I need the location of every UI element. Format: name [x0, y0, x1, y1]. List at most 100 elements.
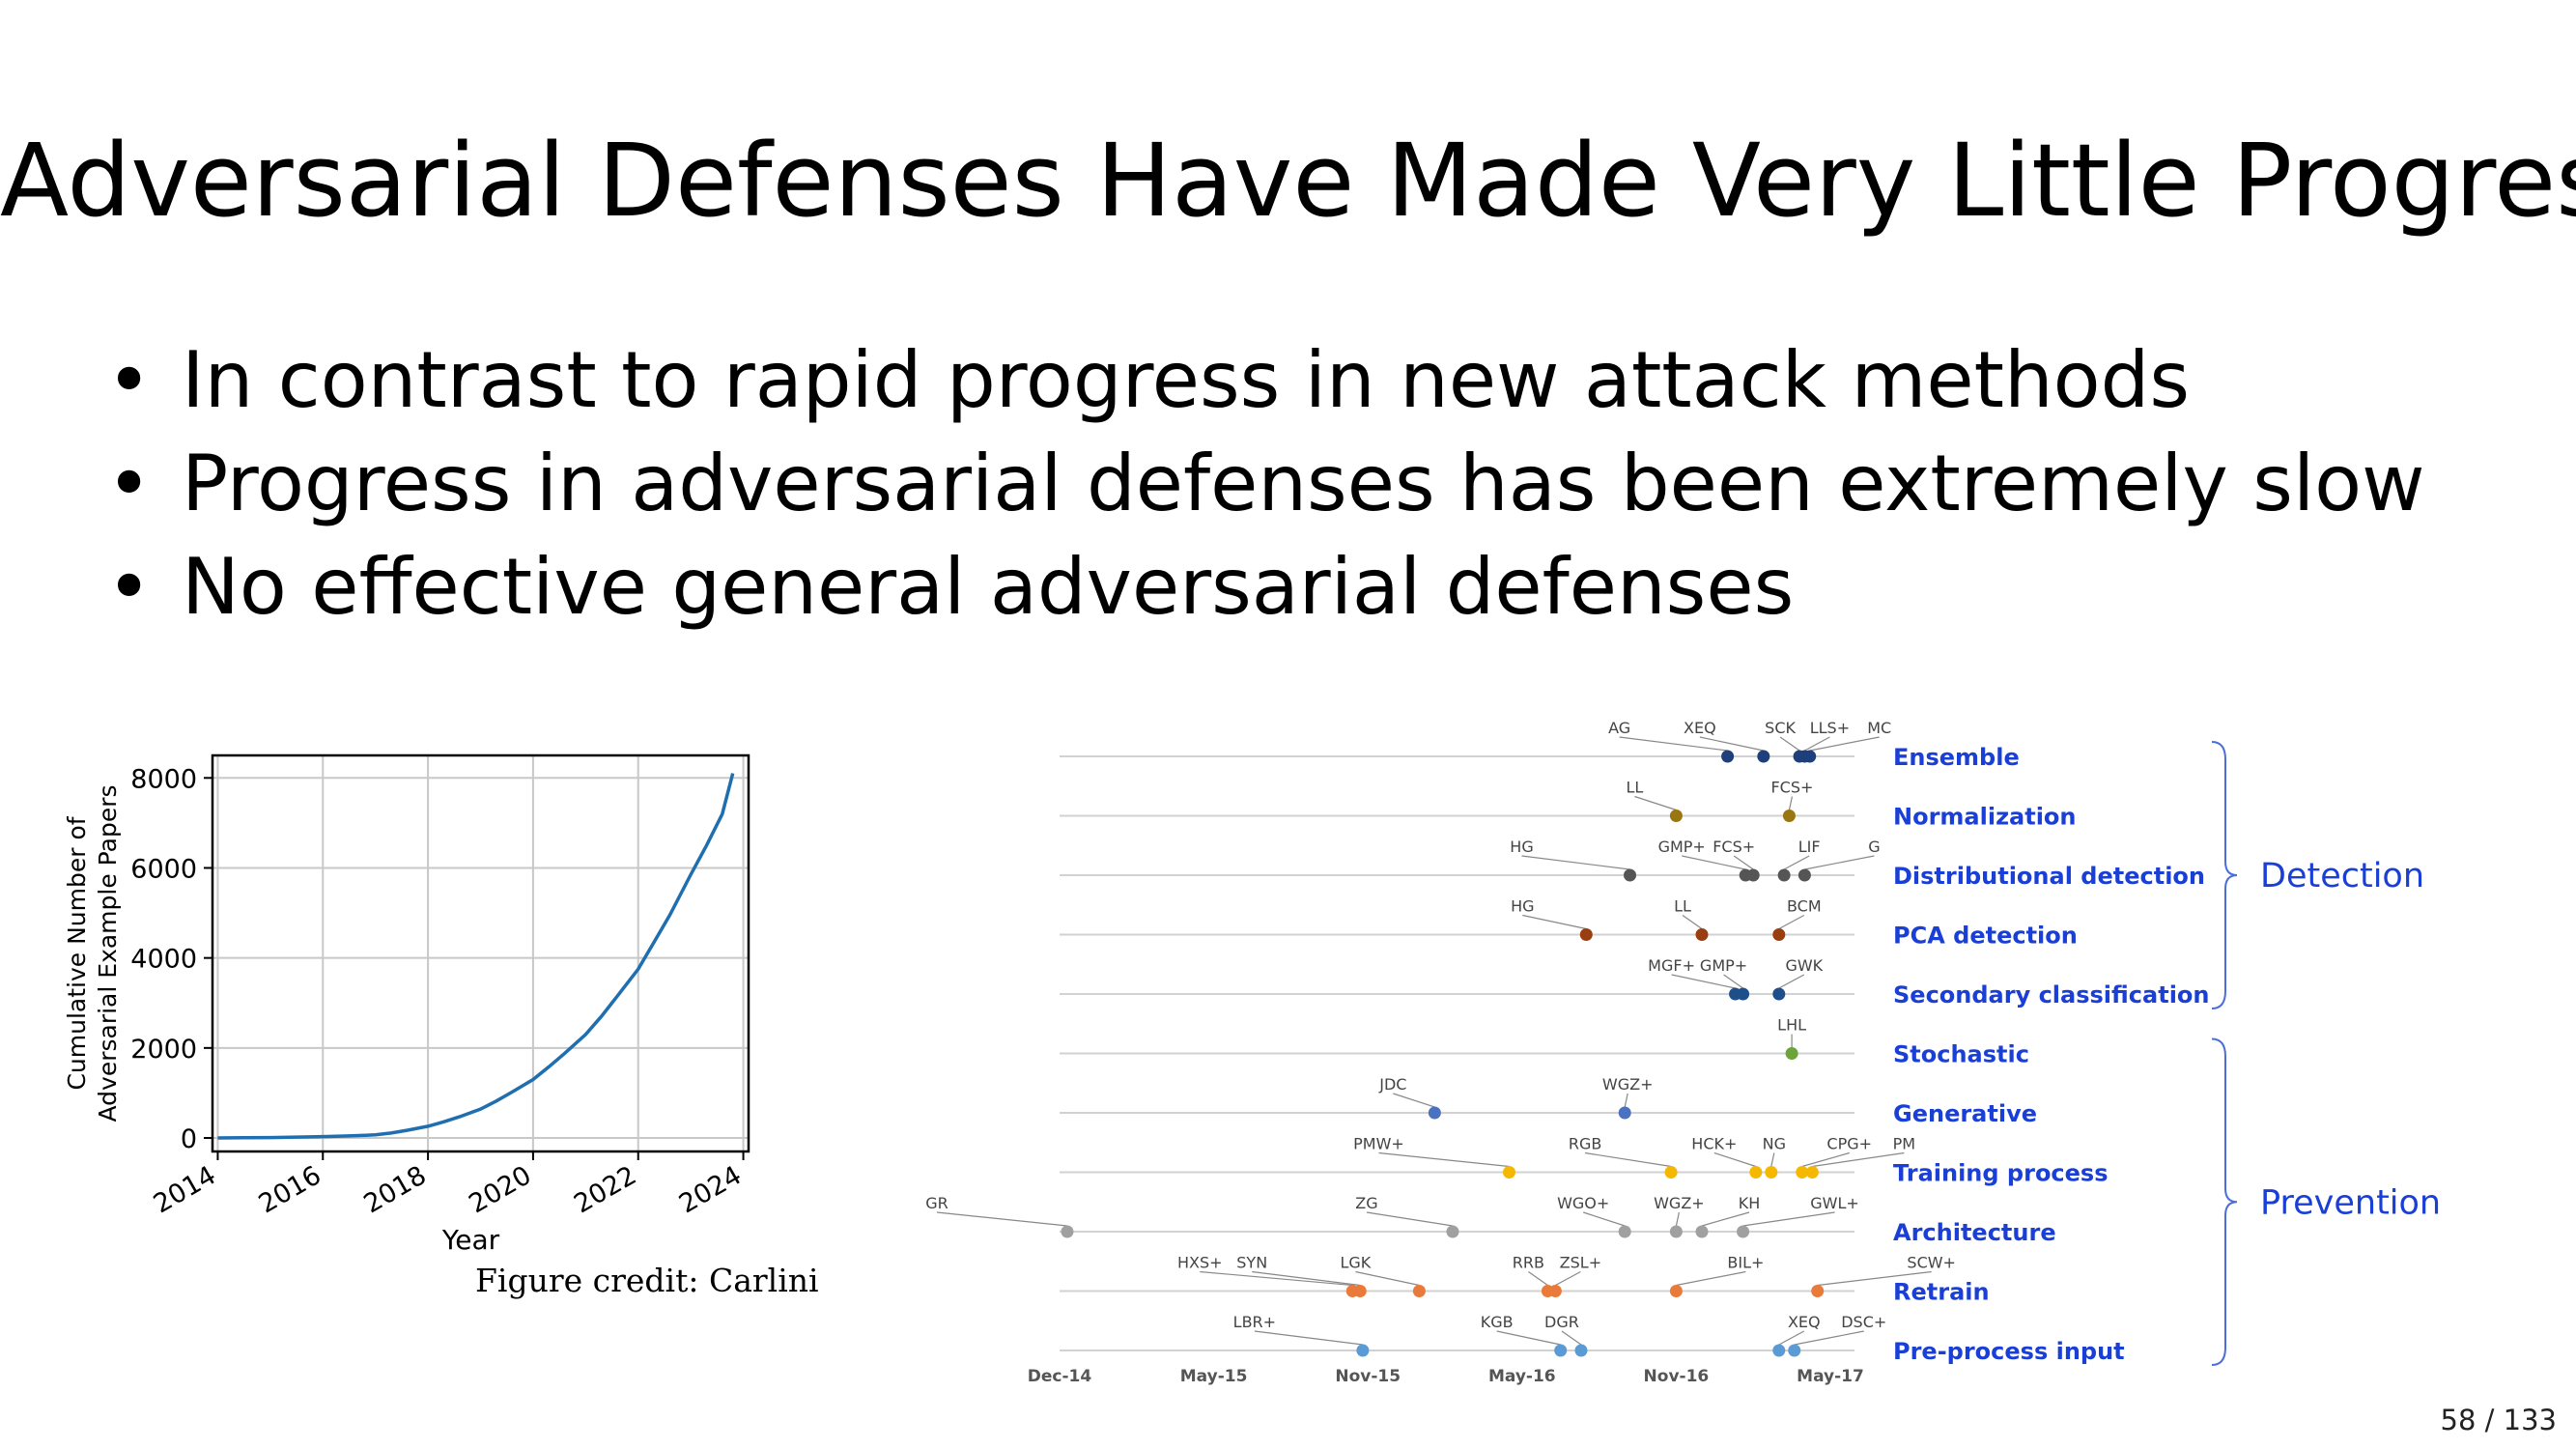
- x-tick-label: May-15: [1180, 1367, 1248, 1386]
- point-label: WGZ+: [1654, 1194, 1705, 1212]
- point-leader-line: [1723, 974, 1743, 989]
- point-leader-line: [1675, 1211, 1680, 1227]
- x-tick-label: May-16: [1488, 1367, 1556, 1386]
- data-point: [1669, 1225, 1683, 1238]
- point-label: RGB: [1569, 1135, 1602, 1153]
- point-label: LL: [1674, 897, 1691, 916]
- point-label: LLS+: [1810, 719, 1850, 737]
- category-label: Architecture: [1893, 1219, 2056, 1246]
- point-label: GR: [925, 1194, 948, 1212]
- point-label: GWK: [1785, 956, 1823, 975]
- y-tick-label: 4000: [130, 945, 197, 975]
- category-label: Normalization: [1893, 804, 2077, 831]
- x-tick-label: 2014: [149, 1160, 221, 1219]
- category-label: Training process: [1893, 1160, 2109, 1187]
- point-label: CPG+: [1826, 1135, 1872, 1153]
- x-tick-label: 2018: [359, 1160, 432, 1219]
- data-point: [1737, 1225, 1750, 1238]
- point-leader-line: [1801, 1151, 1850, 1168]
- data-point: [1618, 1225, 1631, 1238]
- data-point: [1356, 1344, 1370, 1357]
- point-label: G: [1868, 838, 1880, 856]
- point-label: KGB: [1481, 1313, 1514, 1331]
- category-label: Retrain: [1893, 1279, 1990, 1306]
- point-label: PM: [1893, 1135, 1915, 1153]
- category-label: Distributional detection: [1893, 863, 2205, 890]
- point-leader-line: [1682, 855, 1746, 870]
- point-label: XEQ: [1684, 719, 1716, 737]
- point-leader-line: [1584, 1151, 1672, 1168]
- data-point: [1695, 1225, 1709, 1238]
- point-label: GMP+: [1658, 838, 1706, 856]
- point-label: LGK: [1340, 1254, 1371, 1272]
- point-label: XEQ: [1788, 1313, 1821, 1331]
- x-axis-label: Year: [441, 1224, 500, 1256]
- point-leader-line: [1254, 1330, 1363, 1346]
- point-leader-line: [1496, 1330, 1561, 1346]
- data-point: [1757, 750, 1770, 763]
- point-label: LBR+: [1233, 1313, 1276, 1331]
- point-label: HG: [1510, 838, 1533, 856]
- point-label: SCK: [1765, 719, 1796, 737]
- plot-frame: [211, 753, 750, 1153]
- point-leader-line: [1788, 796, 1794, 810]
- data-point: [1777, 868, 1791, 882]
- group-label: Detection: [2260, 857, 2424, 895]
- point-label: ZSL+: [1560, 1254, 1601, 1272]
- point-leader-line: [1778, 974, 1805, 989]
- data-point: [1811, 1285, 1825, 1297]
- point-leader-line: [1778, 1330, 1805, 1346]
- point-label: JDC: [1378, 1075, 1406, 1094]
- point-label: GMP+: [1700, 956, 1747, 975]
- y-tick-label: 0: [181, 1124, 197, 1154]
- category-label: Ensemble: [1893, 744, 2020, 771]
- group-brace: [2211, 1037, 2238, 1366]
- point-label: SYN: [1236, 1254, 1267, 1272]
- series-line: [217, 773, 735, 1140]
- data-point: [1782, 810, 1796, 822]
- point-label: SCW+: [1907, 1254, 1956, 1272]
- point-leader-line: [1521, 855, 1630, 870]
- x-tick-label: Dec-14: [1028, 1367, 1092, 1386]
- data-point: [1785, 1047, 1798, 1060]
- point-label: FCS+: [1770, 779, 1813, 797]
- y-axis-label: Cumulative Number of: [63, 815, 91, 1090]
- slide-title: Adversarial Defenses Have Made Very Litt…: [0, 122, 2576, 240]
- point-leader-line: [1522, 914, 1587, 930]
- point-label: WGZ+: [1602, 1075, 1654, 1094]
- point-label: ZG: [1355, 1194, 1377, 1212]
- x-tick-label: 2020: [464, 1160, 536, 1219]
- point-leader-line: [1676, 1270, 1746, 1287]
- data-point: [1796, 1166, 1809, 1179]
- data-point: [1554, 1344, 1568, 1357]
- point-leader-line: [1794, 1330, 1864, 1346]
- point-leader-line: [1200, 1270, 1353, 1287]
- point-leader-line: [1252, 1270, 1361, 1287]
- point-label: HXS+: [1177, 1254, 1223, 1272]
- point-leader-line: [1528, 1271, 1548, 1286]
- figure-credit: Figure credit: Carlini: [475, 1262, 819, 1299]
- point-label: GWL+: [1810, 1194, 1859, 1212]
- point-label: HCK+: [1691, 1135, 1737, 1153]
- data-point: [1749, 1166, 1763, 1179]
- x-tick-label: Nov-15: [1335, 1367, 1401, 1386]
- cumulative-papers-line-chart: 0 2000 4000 6000 8000 2014 2016 2018 2020 2022 202…: [63, 753, 750, 1256]
- point-label: BIL+: [1727, 1254, 1764, 1272]
- point-leader-line: [1366, 1211, 1454, 1227]
- point-label: FCS+: [1713, 838, 1755, 856]
- point-label: MGF+: [1648, 956, 1695, 975]
- data-point: [1765, 1166, 1778, 1179]
- point-label: PMW+: [1353, 1135, 1404, 1153]
- point-leader-line: [1355, 1270, 1420, 1287]
- x-tick-label: 2022: [569, 1160, 641, 1219]
- data-point: [1548, 1285, 1562, 1297]
- point-leader-line: [936, 1211, 1068, 1227]
- point-leader-line: [1619, 736, 1728, 752]
- data-point: [1664, 1166, 1678, 1179]
- category-label: Secondary classification: [1893, 981, 2210, 1009]
- point-leader-line: [1812, 1151, 1905, 1168]
- point-leader-line: [1713, 1151, 1757, 1168]
- point-leader-line: [1561, 1330, 1582, 1346]
- x-tick-label: 2024: [674, 1160, 747, 1219]
- point-leader-line: [1701, 1211, 1750, 1227]
